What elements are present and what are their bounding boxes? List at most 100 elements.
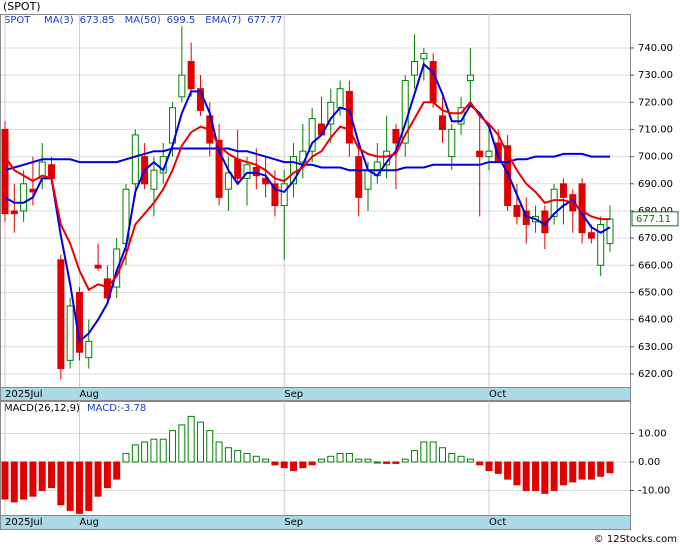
- price-panel: [0, 14, 631, 388]
- x-tick-label: 2025Jul: [5, 517, 43, 528]
- macd-bar: [159, 438, 167, 463]
- macd-bar: [262, 458, 270, 463]
- candle-body: [438, 115, 446, 130]
- legend-value: 699.5: [167, 15, 196, 26]
- macd-bar: [20, 461, 28, 500]
- candle-body: [187, 61, 195, 90]
- candle-body: [85, 340, 93, 359]
- candle-body: [10, 210, 18, 215]
- candle-body: [327, 101, 335, 125]
- macd-bar: [364, 458, 372, 463]
- ma-line: [4, 100, 610, 292]
- macd-bar: [169, 430, 177, 463]
- x-tick-label: 2025Jul: [5, 389, 43, 400]
- candle-body: [550, 188, 558, 217]
- candle-body: [429, 61, 437, 103]
- candle-body: [280, 183, 288, 207]
- macd-bar: [66, 461, 74, 511]
- macd-bar: [476, 461, 484, 466]
- candle-body: [57, 259, 65, 370]
- macd-bar: [29, 461, 37, 497]
- candle-body: [178, 74, 186, 98]
- y-tick-label: 650.00: [638, 287, 673, 298]
- macd-bar: [290, 461, 298, 472]
- candle-body: [103, 278, 111, 299]
- legend-label: MA(3): [44, 15, 74, 26]
- macd-bar: [532, 461, 540, 491]
- macd-bar: [224, 447, 232, 463]
- macd-bar: [122, 452, 130, 463]
- macd-title: MACD(26,12,9): [4, 403, 80, 414]
- candle-body: [66, 305, 74, 361]
- candle-body: [215, 139, 223, 198]
- macd-bar: [578, 461, 586, 480]
- macd-bar: [587, 461, 595, 480]
- macd-bar: [606, 461, 614, 474]
- candle-body: [392, 128, 400, 144]
- candle-body: [308, 118, 316, 152]
- macd-bar: [150, 438, 158, 463]
- macd-bar: [345, 452, 353, 463]
- macd-bar: [271, 461, 279, 466]
- x-tick-label: Aug: [79, 517, 99, 528]
- macd-bar: [94, 461, 102, 497]
- legend-label: EMA(7): [205, 15, 241, 26]
- macd-bar: [252, 455, 260, 463]
- y-tick-label: 700.00: [638, 152, 673, 163]
- macd-bar: [327, 455, 335, 463]
- candle-body: [150, 169, 158, 190]
- last-price-label: 677.11: [636, 214, 671, 225]
- y-tick-label: 690.00: [638, 179, 673, 190]
- candle-body: [355, 156, 363, 198]
- macd-bar: [569, 461, 577, 483]
- symbol: SPOT: [4, 15, 31, 26]
- legend-value: 677.77: [247, 15, 282, 26]
- y-tick-label: 710.00: [638, 124, 673, 135]
- candle-body: [476, 150, 484, 158]
- candle-body: [504, 145, 512, 207]
- macd-bar: [206, 430, 214, 463]
- candle-body: [559, 183, 567, 198]
- macd-bar: [438, 447, 446, 463]
- y-tick-label: 630.00: [638, 342, 673, 353]
- macd-bar: [522, 461, 530, 491]
- macd-bar: [243, 452, 251, 463]
- candle-body: [131, 134, 139, 185]
- y-tick-label: -10.00: [638, 485, 670, 496]
- x-axis-band: [0, 387, 631, 401]
- ma-line: [4, 147, 610, 172]
- macd-bar: [178, 424, 186, 463]
- macd-bar: [75, 461, 83, 514]
- candle-body: [94, 264, 102, 269]
- macd-bar: [355, 458, 363, 463]
- candle-body: [420, 52, 428, 60]
- legend-label: MA(50): [125, 15, 161, 26]
- candle-body: [224, 172, 232, 190]
- macd-bar: [187, 415, 195, 463]
- candle-body: [48, 164, 56, 179]
- macd-bar: [485, 461, 493, 472]
- candle-body: [20, 183, 28, 212]
- macd-bar: [597, 461, 605, 477]
- macd-bar: [429, 441, 437, 463]
- macd-bar: [541, 461, 549, 494]
- macd-bar: [38, 461, 46, 491]
- macd-bar: [336, 452, 344, 463]
- x-tick-label: Oct: [489, 389, 506, 400]
- macd-bar: [280, 461, 288, 469]
- candle-body: [1, 128, 9, 215]
- candle-body: [234, 158, 242, 179]
- y-tick-label: 740.00: [638, 43, 673, 54]
- y-tick-label: 0.00: [638, 457, 660, 468]
- macd-bar: [215, 441, 223, 463]
- y-tick-label: 640.00: [638, 315, 673, 326]
- candle-body: [597, 224, 605, 266]
- macd-bar: [411, 450, 419, 463]
- macd-bar: [141, 441, 149, 463]
- candle-body: [364, 169, 372, 190]
- x-tick-label: Oct: [489, 517, 506, 528]
- macd-bar: [373, 461, 381, 464]
- y-tick-label: 620.00: [638, 369, 673, 380]
- candle-body: [587, 232, 595, 239]
